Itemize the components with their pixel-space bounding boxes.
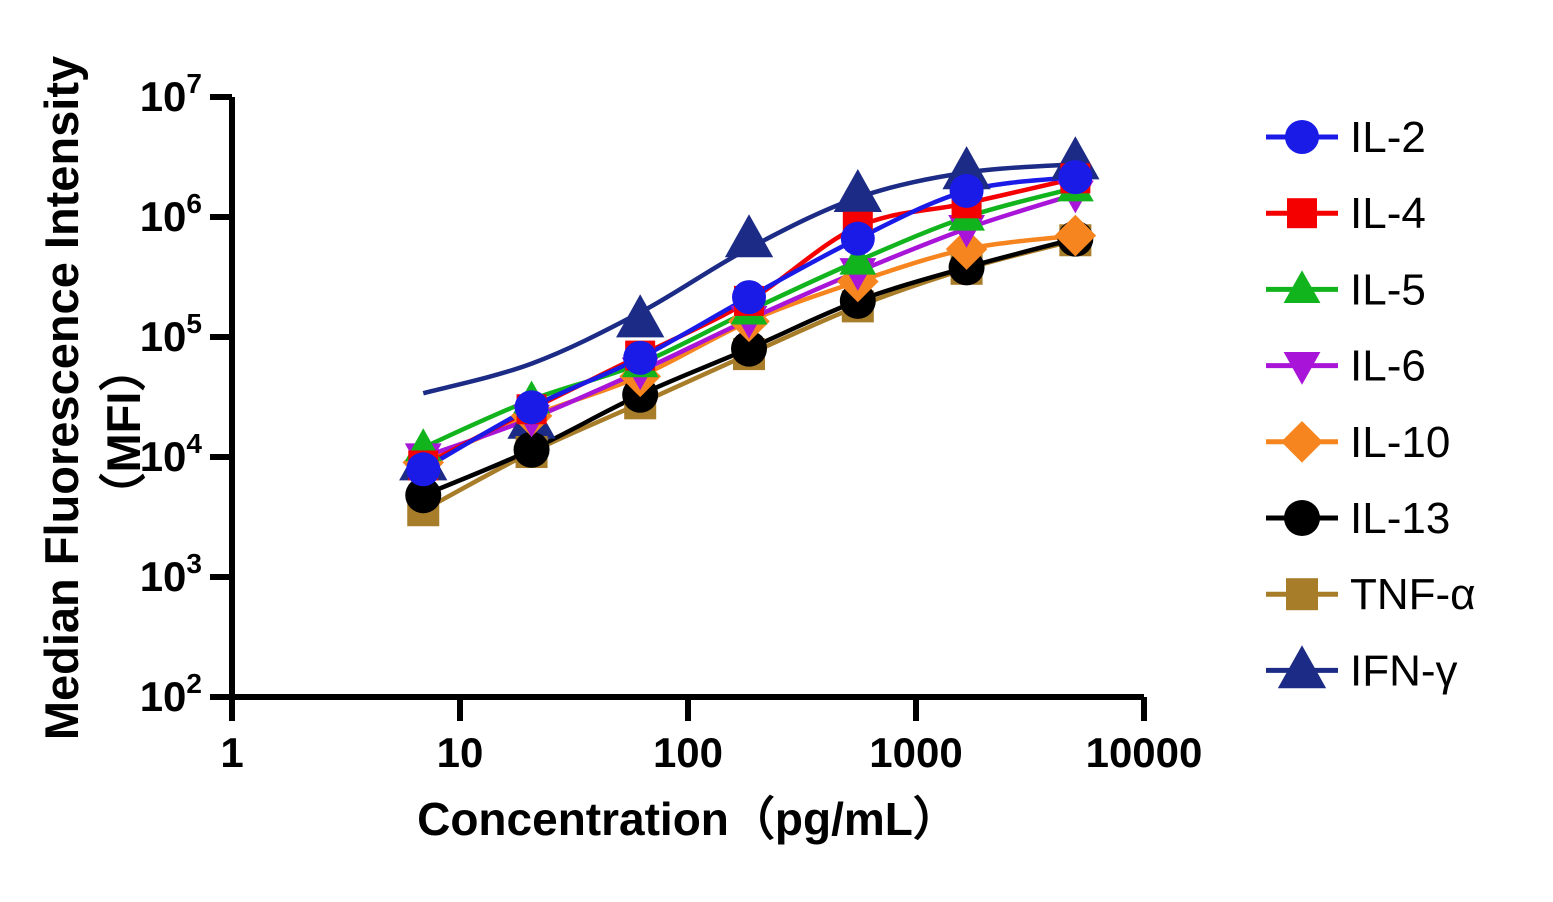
data-point xyxy=(405,477,442,514)
data-point xyxy=(942,146,991,190)
data-point xyxy=(1054,214,1097,257)
data-point xyxy=(833,168,882,213)
legend-marker-triangle-up-icon xyxy=(1283,270,1321,303)
data-point xyxy=(945,228,988,270)
y-tick-label: 107 xyxy=(140,68,202,120)
legend-item-ifn-: IFN-γ xyxy=(1266,645,1458,695)
y-tick-label: 106 xyxy=(140,188,202,240)
legend-item-il-13: IL-13 xyxy=(1266,494,1450,543)
data-point xyxy=(839,241,877,275)
x-tick-label: 1000 xyxy=(869,729,962,776)
x-tick-label: 100 xyxy=(653,729,723,776)
legend-label: IL-13 xyxy=(1350,494,1450,543)
y-tick-label: 104 xyxy=(140,428,203,480)
data-point xyxy=(406,452,441,487)
legend-marker-triangle-down-icon xyxy=(1283,352,1321,385)
x-axis-title: Concentration（pg/mL） xyxy=(417,793,959,845)
y-axis-title-units: （MFI） xyxy=(97,345,150,520)
legend-item-il-2: IL-2 xyxy=(1266,113,1426,162)
y-axis-title: Median Fluorescence Intensity xyxy=(35,56,88,740)
data-point xyxy=(732,280,767,315)
data-point xyxy=(724,214,774,258)
data-point xyxy=(949,173,984,208)
legend-label: TNF-α xyxy=(1350,570,1476,619)
legend-marker-circle-icon xyxy=(1284,500,1320,536)
legend-label: IL-10 xyxy=(1350,418,1450,467)
series-il-13 xyxy=(405,220,1094,514)
legend-marker-circle-icon xyxy=(1285,120,1319,154)
data-point xyxy=(840,221,875,256)
plot-area xyxy=(399,136,1100,527)
legend-item-tnf-: TNF-α xyxy=(1266,570,1476,619)
data-point xyxy=(1058,160,1093,195)
data-point xyxy=(616,294,665,338)
y-tick-label: 103 xyxy=(140,548,202,600)
legend-marker-diamond-icon xyxy=(1281,421,1323,463)
legend-marker-triangle-up-icon xyxy=(1277,645,1327,689)
legend-label: IL-4 xyxy=(1350,189,1426,238)
legend-label: IL-5 xyxy=(1350,265,1426,314)
legend-item-il-6: IL-6 xyxy=(1266,342,1426,391)
data-point xyxy=(513,431,550,468)
data-point xyxy=(731,330,768,367)
x-tick-label: 1 xyxy=(220,729,243,776)
legend-marker-square-icon xyxy=(1286,578,1318,611)
legend-item-il-4: IL-4 xyxy=(1266,189,1426,238)
x-tick-label: 10000 xyxy=(1086,729,1203,776)
y-tick-label: 102 xyxy=(140,668,202,720)
legend-label: IL-6 xyxy=(1350,342,1426,391)
legend: IL-2 IL-4 IL-5 IL-6 IL-10 IL-13 TNF-α IFN-γ xyxy=(1266,113,1476,695)
legend-item-il-10: IL-10 xyxy=(1266,418,1450,467)
series-il-2 xyxy=(406,160,1093,487)
legend-marker-square-icon xyxy=(1287,198,1317,229)
data-point xyxy=(514,390,549,425)
legend-label: IFN-γ xyxy=(1350,646,1458,695)
y-tick-label: 105 xyxy=(140,308,202,360)
legend-item-il-5: IL-5 xyxy=(1266,265,1426,314)
series-tnf- xyxy=(407,224,1092,527)
x-tick-label: 10 xyxy=(437,729,484,776)
data-point xyxy=(623,340,658,375)
legend-label: IL-2 xyxy=(1350,113,1426,162)
